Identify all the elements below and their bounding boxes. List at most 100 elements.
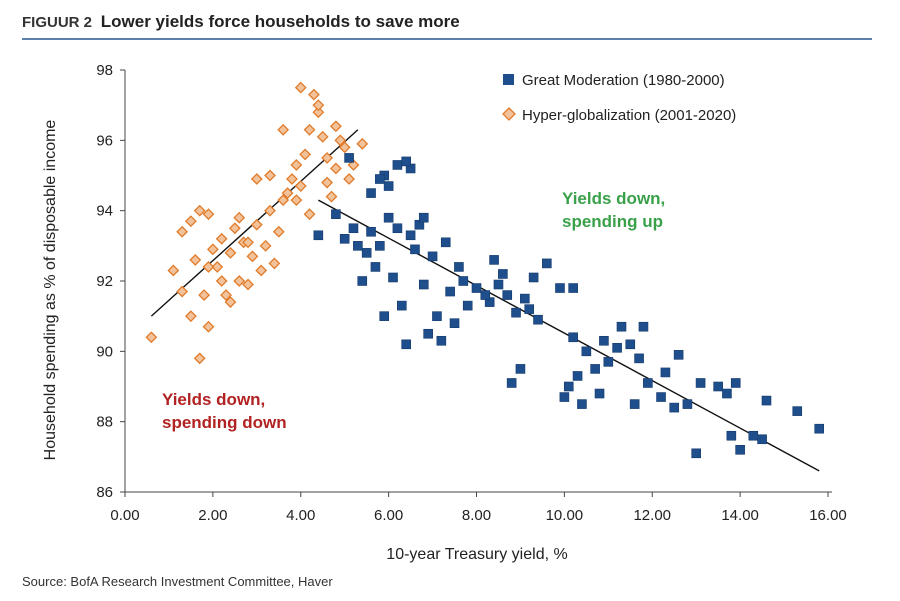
legend: Great Moderation (1980-2000) Hyper-globa… — [502, 72, 736, 124]
point-great-moderation — [524, 304, 535, 314]
point-great-moderation — [348, 223, 359, 234]
y-tick-label: 98 — [96, 62, 113, 79]
point-great-moderation — [440, 237, 451, 248]
point-great-moderation — [331, 209, 341, 219]
point-great-moderation — [339, 234, 350, 244]
point-great-moderation — [383, 212, 394, 223]
point-hyper-globalization — [193, 204, 206, 217]
point-hyper-globalization — [312, 106, 325, 119]
point-hyper-globalization — [308, 88, 320, 101]
point-great-moderation — [638, 321, 649, 332]
point-hyper-globalization — [145, 331, 158, 344]
y-tick-label: 90 — [96, 343, 113, 360]
point-hyper-globalization — [198, 289, 211, 301]
legend-label-great-moderation: Great Moderation (1980-2000) — [522, 72, 725, 89]
point-great-moderation — [541, 258, 552, 269]
point-great-moderation — [401, 339, 412, 350]
point-great-moderation — [458, 276, 469, 286]
point-great-moderation — [528, 272, 539, 283]
point-great-moderation — [366, 188, 376, 198]
y-tick-label: 94 — [96, 203, 113, 220]
point-great-moderation — [555, 283, 565, 293]
point-great-moderation — [713, 381, 723, 392]
point-hyper-globalization — [250, 173, 263, 185]
point-great-moderation — [563, 381, 574, 392]
point-great-moderation — [577, 399, 587, 409]
point-great-moderation — [748, 430, 759, 441]
point-great-moderation — [735, 444, 745, 455]
annotation-spending-down-line1: Yields down, — [162, 390, 265, 409]
point-great-moderation — [375, 174, 385, 184]
point-hyper-globalization — [286, 173, 298, 185]
point-great-moderation — [379, 311, 390, 321]
point-great-moderation — [629, 399, 640, 409]
point-great-moderation — [726, 430, 737, 441]
point-great-moderation — [612, 343, 622, 353]
x-tick-label: 10.00 — [546, 507, 584, 524]
point-hyper-globalization — [303, 123, 316, 136]
point-great-moderation — [432, 311, 442, 321]
point-hyper-globalization — [325, 190, 338, 203]
point-great-moderation — [682, 399, 693, 409]
point-hyper-globalization — [184, 310, 197, 323]
point-great-moderation — [656, 392, 666, 402]
point-hyper-globalization — [224, 246, 237, 259]
point-great-moderation — [392, 223, 403, 234]
point-hyper-globalization — [268, 257, 281, 270]
point-great-moderation — [313, 230, 324, 241]
point-great-moderation — [502, 290, 513, 300]
point-great-moderation — [568, 332, 578, 343]
point-great-moderation — [581, 346, 592, 357]
figure-label: FIGUUR 2 — [22, 14, 93, 31]
point-great-moderation — [366, 226, 376, 237]
annotation-spending-up-line1: Yields down, — [562, 189, 665, 208]
point-great-moderation — [572, 371, 583, 381]
point-hyper-globalization — [303, 208, 316, 221]
point-hyper-globalization — [250, 218, 263, 231]
point-hyper-globalization — [277, 194, 290, 207]
point-great-moderation — [511, 307, 521, 318]
point-great-moderation — [634, 353, 644, 364]
point-great-moderation — [568, 283, 578, 293]
annotation-spending-up-line2: spending up — [562, 212, 663, 231]
point-great-moderation — [361, 248, 372, 258]
point-great-moderation — [462, 300, 473, 311]
point-hyper-globalization — [211, 261, 224, 273]
point-hyper-globalization — [338, 141, 351, 154]
point-great-moderation — [761, 395, 772, 406]
point-hyper-globalization — [233, 275, 246, 287]
point-hyper-globalization — [329, 162, 342, 175]
point-great-moderation — [559, 392, 570, 402]
point-hyper-globalization — [206, 243, 219, 256]
point-great-moderation — [498, 269, 508, 279]
point-great-moderation — [418, 212, 429, 223]
point-hyper-globalization — [184, 215, 197, 228]
point-hyper-globalization — [343, 173, 356, 185]
point-hyper-globalization — [259, 239, 272, 252]
point-great-moderation — [673, 350, 684, 360]
point-hyper-globalization — [176, 225, 189, 238]
point-hyper-globalization — [202, 320, 215, 333]
point-hyper-globalization — [356, 137, 369, 150]
point-hyper-globalization — [290, 194, 303, 207]
annotation-spending-up: Yields down, spending up — [562, 189, 670, 231]
point-great-moderation — [599, 335, 609, 346]
point-great-moderation — [445, 286, 455, 297]
point-great-moderation — [603, 357, 614, 367]
point-great-moderation — [506, 378, 517, 388]
point-great-moderation — [590, 364, 600, 374]
point-hyper-globalization — [193, 352, 206, 365]
point-hyper-globalization — [242, 236, 254, 249]
y-tick-label: 88 — [96, 414, 113, 431]
point-great-moderation — [730, 378, 741, 388]
point-hyper-globalization — [167, 264, 180, 277]
source-note: Source: BofA Research Investment Committ… — [22, 574, 333, 589]
point-great-moderation — [594, 388, 605, 399]
x-tick-label: 6.00 — [374, 507, 403, 524]
x-tick-label: 16.00 — [809, 507, 847, 524]
y-tick-label: 96 — [96, 132, 113, 149]
point-great-moderation — [418, 279, 429, 290]
point-great-moderation — [757, 434, 767, 445]
point-great-moderation — [410, 244, 420, 255]
point-hyper-globalization — [215, 275, 228, 287]
